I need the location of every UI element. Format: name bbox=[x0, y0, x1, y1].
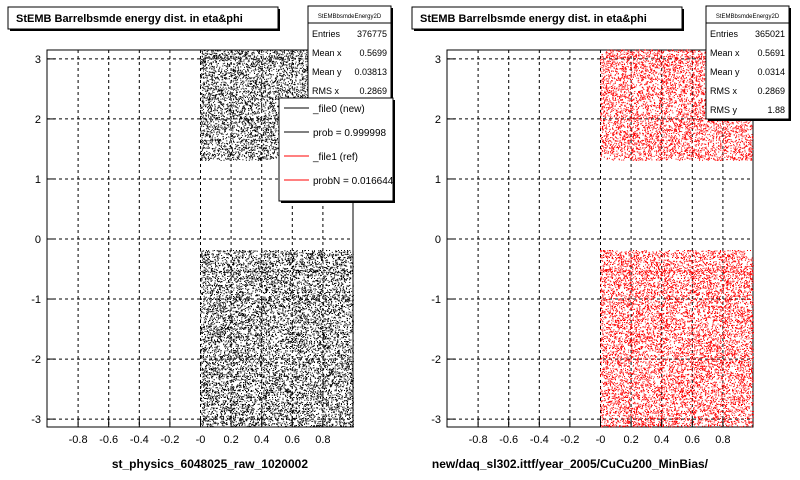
y-tick-label: 0 bbox=[35, 234, 41, 246]
x-tick-label: 0.8 bbox=[315, 434, 330, 446]
x-tick-label: -0.4 bbox=[530, 434, 549, 446]
y-tick-label: 2 bbox=[35, 114, 41, 126]
stats-value: 0.5691 bbox=[757, 48, 785, 58]
legend-label: prob = 0.999998 bbox=[313, 128, 387, 139]
y-tick-label: -1 bbox=[31, 294, 41, 306]
x-tick-label: -0.6 bbox=[99, 434, 118, 446]
y-tick-label: 3 bbox=[435, 54, 441, 66]
y-tick-label: 2 bbox=[435, 114, 441, 126]
y-tick-label: 1 bbox=[435, 174, 441, 186]
chart-title: StEMB Barrelbsmde energy dist. in eta&ph… bbox=[420, 13, 647, 25]
legend-box bbox=[278, 97, 394, 202]
title-box bbox=[411, 6, 683, 30]
y-tick-label: 1 bbox=[35, 174, 41, 186]
stats-value: 0.2869 bbox=[359, 86, 387, 96]
x-tick-label: -0.2 bbox=[160, 434, 179, 446]
stats-label: RMS x bbox=[312, 86, 340, 96]
stats-label: RMS x bbox=[710, 86, 738, 96]
x-tick-label: 0.6 bbox=[685, 434, 700, 446]
stats-label: Entries bbox=[312, 29, 341, 39]
stats-label: RMS y bbox=[710, 105, 738, 115]
y-tick-label: -2 bbox=[31, 354, 41, 366]
stats-value: 0.03813 bbox=[354, 67, 387, 77]
stats-value: 0.0314 bbox=[757, 67, 785, 77]
chart-title: StEMB Barrelbsmde energy dist. in eta&ph… bbox=[16, 13, 243, 25]
stats-label: Mean y bbox=[710, 67, 740, 77]
legend-label: _file1 (ref) bbox=[312, 152, 358, 163]
x-axis-label: new/daq_sl302.ittf/year_2005/CuCu200_Min… bbox=[432, 457, 709, 471]
x-tick-label: -0.6 bbox=[499, 434, 518, 446]
y-tick-label: 0 bbox=[435, 234, 441, 246]
title-box bbox=[7, 6, 279, 30]
x-tick-label: 0.2 bbox=[623, 434, 638, 446]
stats-box bbox=[705, 5, 790, 120]
right-pad: -0.8 -0.6 -0.4 -0.2 -0 0.2 0.4 0.6 0.8 3 2 1 0 -1 -2 -3… bbox=[411, 5, 791, 471]
stats-value: 1.88 bbox=[767, 105, 785, 115]
y-tick-label: -3 bbox=[31, 414, 41, 426]
stats-label: Entries bbox=[710, 29, 739, 39]
x-tick-label: -0.4 bbox=[130, 434, 149, 446]
y-tick-label: -3 bbox=[431, 414, 441, 426]
legend-label: probN = 0.016644 bbox=[313, 176, 394, 187]
x-axis-label: st_physics_6048025_raw_1020002 bbox=[112, 457, 308, 471]
stats-box bbox=[307, 5, 392, 102]
y-tick-label: -1 bbox=[431, 294, 441, 306]
x-tick-label: 0.6 bbox=[285, 434, 300, 446]
x-tick-label: -0.8 bbox=[69, 434, 88, 446]
stats-name: StEMBbsmdeEnergy2D bbox=[716, 14, 780, 20]
left-pad: -0.8 -0.6 -0.4 -0.2 -0 0.2 0.4 0.6 0.8 3 2 1 0 -1 -2 -3… bbox=[7, 5, 395, 471]
stats-label: Mean y bbox=[312, 67, 342, 77]
x-tick-label: 0.4 bbox=[654, 434, 669, 446]
stats-label: Mean x bbox=[312, 48, 342, 58]
stats-name: StEMBbsmdeEnergy2D bbox=[318, 14, 382, 20]
y-tick-label: 3 bbox=[35, 54, 41, 66]
x-tick-label: -0.2 bbox=[560, 434, 579, 446]
stats-label: Mean x bbox=[710, 48, 740, 58]
stats-value: 365021 bbox=[755, 29, 785, 39]
stats-value: 0.2869 bbox=[757, 86, 785, 96]
x-tick-label: 0.2 bbox=[223, 434, 238, 446]
y-tick-label: -2 bbox=[431, 354, 441, 366]
x-tick-label: -0.8 bbox=[469, 434, 488, 446]
stats-value: 376775 bbox=[357, 29, 387, 39]
legend-label: _file0 (new) bbox=[312, 104, 365, 115]
x-tick-label: 0.8 bbox=[715, 434, 730, 446]
x-tick-label: 0.4 bbox=[254, 434, 269, 446]
stats-value: 0.5699 bbox=[359, 48, 387, 58]
x-tick-label: -0 bbox=[196, 434, 206, 446]
x-tick-label: -0 bbox=[596, 434, 606, 446]
